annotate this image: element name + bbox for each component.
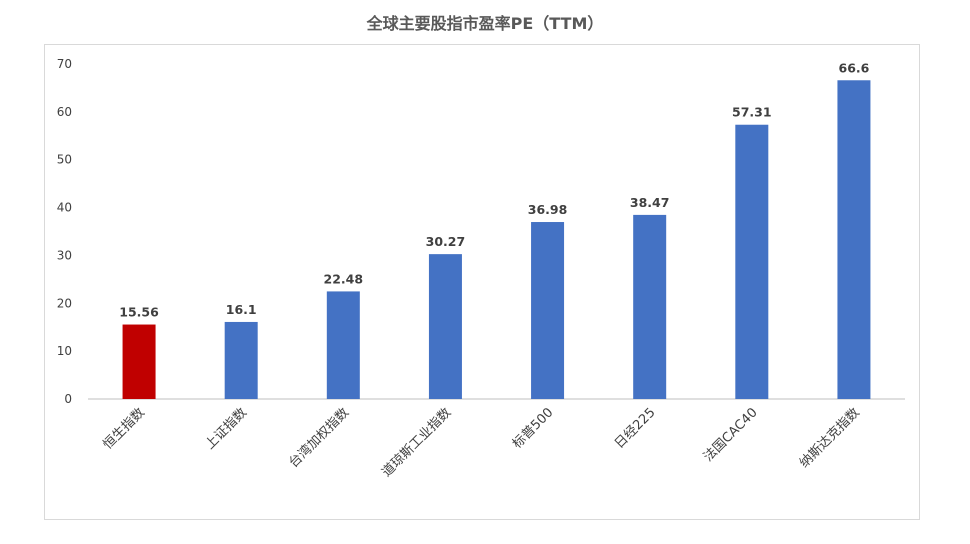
x-category-label: 标普500 xyxy=(510,405,557,452)
value-labels: 15.56 16.1 22.48 30.27 36.98 38.47 57.31 66.6 xyxy=(119,60,869,319)
y-tick-label: 30 xyxy=(57,248,72,262)
bars xyxy=(122,80,871,400)
bar xyxy=(122,324,156,399)
x-category-label: 道琼斯工业指数 xyxy=(379,405,454,480)
bar xyxy=(633,214,667,399)
chart-frame xyxy=(44,44,920,520)
y-tick-label: 40 xyxy=(57,201,72,215)
bar-value-label: 22.48 xyxy=(324,271,364,286)
x-category-label: 日经225 xyxy=(612,405,659,452)
x-category-label: 恒生指数 xyxy=(101,405,148,452)
x-axis-categories: 恒生指数 上证指数 台湾加权指数 道琼斯工业指数 标普500 日经225 法国CAC40 纳斯… xyxy=(101,405,863,481)
bar-value-label: 30.27 xyxy=(426,234,466,249)
y-tick-label: 10 xyxy=(57,344,72,358)
y-tick-label: 60 xyxy=(57,105,72,119)
bar-value-label: 16.1 xyxy=(226,302,257,317)
y-tick-label: 20 xyxy=(57,296,72,310)
bar xyxy=(224,321,258,399)
y-tick-label: 0 xyxy=(64,392,72,406)
bar xyxy=(428,254,462,399)
bar-value-label: 15.56 xyxy=(119,305,159,320)
x-category-label: 法国CAC40 xyxy=(701,405,761,465)
bar xyxy=(735,124,769,399)
x-category-label: 台湾加权指数 xyxy=(286,405,352,471)
chart-title: 全球主要股指市盈率PE（TTM） xyxy=(366,14,604,33)
bar-value-label: 66.6 xyxy=(839,60,870,75)
y-axis: 0 10 20 30 40 50 60 70 xyxy=(57,57,72,406)
bar-value-label: 38.47 xyxy=(630,195,670,210)
bar-value-label: 36.98 xyxy=(528,202,568,217)
x-category-label: 上证指数 xyxy=(203,405,250,452)
y-tick-label: 70 xyxy=(57,57,72,71)
x-category-label: 纳斯达克指数 xyxy=(797,405,863,471)
bar-value-label: 57.31 xyxy=(732,105,772,120)
bar xyxy=(326,291,360,399)
y-tick-label: 50 xyxy=(57,153,72,167)
bar xyxy=(531,222,565,399)
bar xyxy=(837,80,871,400)
